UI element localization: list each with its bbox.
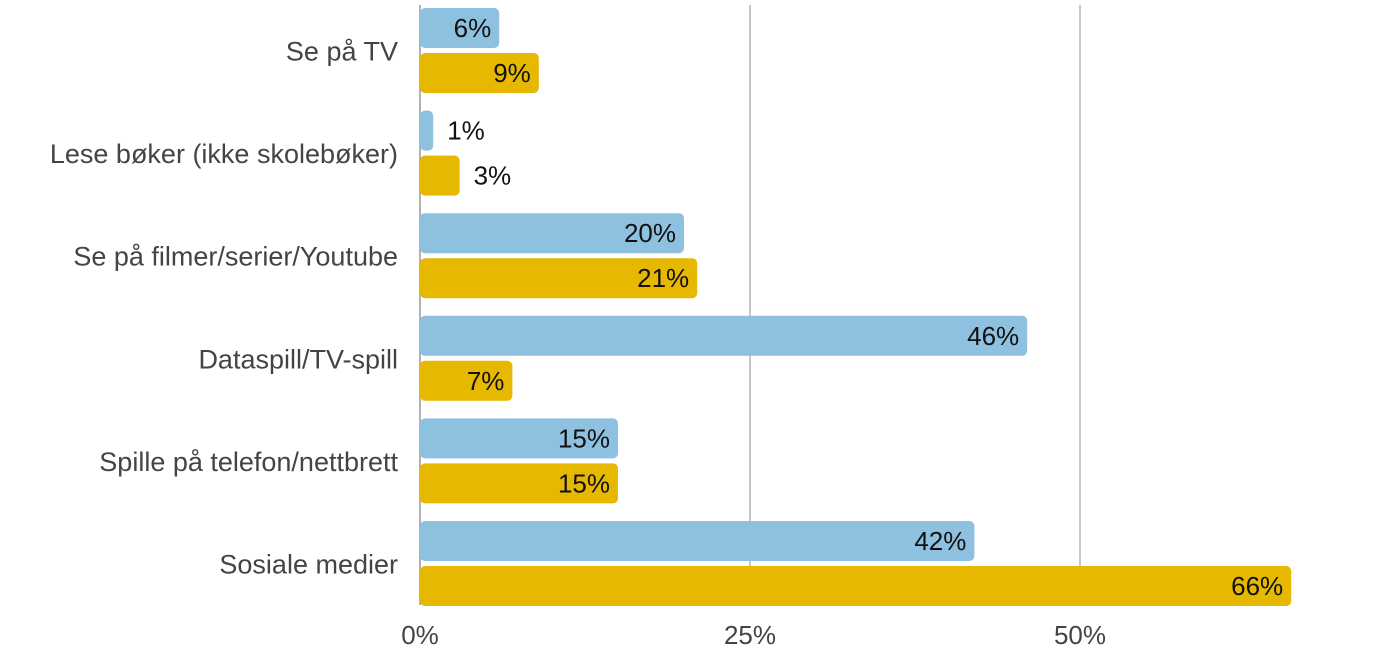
bars (420, 8, 1292, 606)
data-label: 66% (1231, 571, 1283, 601)
bar (420, 315, 1028, 356)
bar (420, 463, 618, 504)
category-label: Dataspill/TV-spill (198, 344, 398, 374)
bar (420, 110, 434, 151)
category-label: Se på filmer/serier/Youtube (73, 242, 398, 272)
data-label: 7% (467, 366, 505, 396)
labels: 0% 25% 50% Se på TV 6%9% Lese bøker (ikke sko… (50, 13, 1283, 650)
gridlines (419, 5, 1081, 605)
category-label: Lese bøker (ikke skolebøker) (50, 139, 398, 169)
x-tick-label: 25% (724, 620, 776, 650)
bar (420, 418, 618, 459)
data-label: 20% (624, 218, 676, 248)
data-label: 6% (454, 13, 492, 43)
data-label: 15% (558, 468, 610, 498)
category-label: Spille på telefon/nettbrett (99, 447, 398, 477)
x-tick-label: 50% (1054, 620, 1106, 650)
x-tick-label: 0% (401, 620, 439, 650)
bar (420, 566, 1292, 606)
bar (420, 521, 975, 561)
bar (420, 155, 460, 196)
data-label: 42% (914, 526, 966, 556)
category-label: Se på TV (286, 37, 398, 67)
data-label: 21% (637, 263, 689, 293)
bar (420, 53, 539, 93)
data-label: 3% (474, 161, 512, 191)
bar (420, 360, 513, 401)
data-label: 15% (558, 423, 610, 453)
bar (420, 258, 698, 299)
bar (420, 213, 684, 254)
bar (420, 8, 500, 48)
data-label: 9% (493, 58, 531, 88)
data-label: 46% (967, 321, 1019, 351)
data-label: 1% (447, 116, 485, 146)
category-label: Sosiale medier (219, 550, 398, 580)
